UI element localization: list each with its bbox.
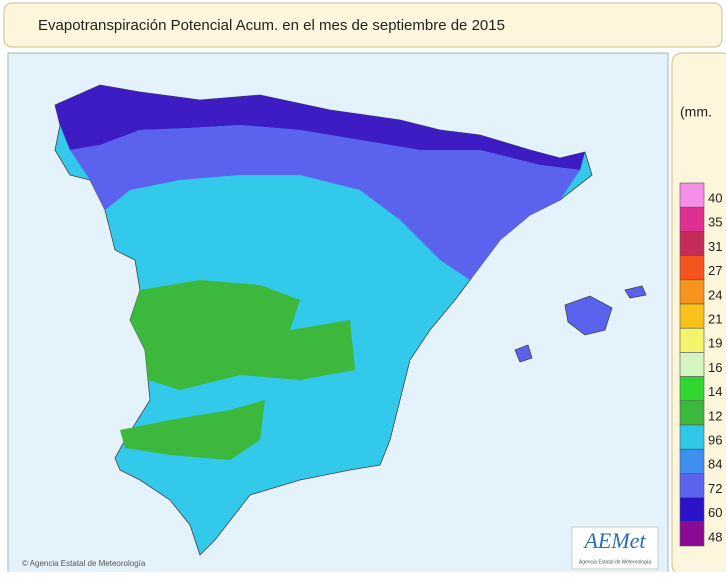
legend-label: 14 bbox=[708, 384, 722, 399]
legend-swatch bbox=[680, 280, 704, 304]
legend-unit: (mm. bbox=[680, 104, 712, 120]
copyright: © Agencia Estatal de Meteorología bbox=[22, 559, 146, 568]
title: Evapotranspiración Potencial Acum. en el… bbox=[38, 17, 505, 34]
legend-swatch bbox=[680, 256, 704, 280]
legend-swatch bbox=[680, 425, 704, 449]
legend-swatch bbox=[680, 231, 704, 255]
legend-label: 60 bbox=[708, 505, 722, 520]
legend-label: 40 bbox=[708, 191, 722, 206]
logo-caption: Agencia Estatal de Meteorología bbox=[579, 559, 651, 565]
map-page: Evapotranspiración Potencial Acum. en el… bbox=[0, 0, 726, 572]
legend-swatch bbox=[680, 328, 704, 352]
legend-swatch bbox=[680, 183, 704, 207]
legend-swatch bbox=[680, 377, 704, 401]
legend-swatch bbox=[680, 352, 704, 376]
legend-label: 16 bbox=[708, 360, 722, 375]
legend-label: 35 bbox=[708, 215, 722, 230]
legend-swatch bbox=[680, 207, 704, 231]
legend-swatch bbox=[680, 401, 704, 425]
logo: AEMet bbox=[582, 528, 646, 553]
legend-label: 96 bbox=[708, 433, 722, 448]
legend-label: 31 bbox=[708, 239, 722, 254]
legend-swatch bbox=[680, 498, 704, 522]
legend-swatch bbox=[680, 304, 704, 328]
legend-label: 12 bbox=[708, 408, 722, 423]
legend-label: 19 bbox=[708, 336, 722, 351]
legend-swatch bbox=[680, 522, 704, 546]
legend-label: 21 bbox=[708, 312, 722, 327]
legend-swatch bbox=[680, 473, 704, 497]
legend-label: 48 bbox=[708, 529, 722, 544]
legend-swatch bbox=[680, 449, 704, 473]
legend-label: 72 bbox=[708, 481, 722, 496]
legend-label: 24 bbox=[708, 287, 722, 302]
legend-label: 84 bbox=[708, 457, 722, 472]
legend-label: 27 bbox=[708, 263, 722, 278]
